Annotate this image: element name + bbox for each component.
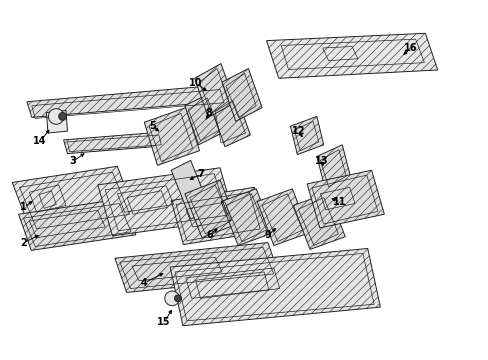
Polygon shape bbox=[115, 243, 279, 292]
Text: 7: 7 bbox=[197, 169, 203, 179]
Polygon shape bbox=[171, 161, 210, 219]
Text: 3: 3 bbox=[69, 156, 76, 166]
Text: 9: 9 bbox=[264, 230, 271, 240]
Polygon shape bbox=[184, 93, 224, 145]
Polygon shape bbox=[98, 168, 234, 236]
Text: 14: 14 bbox=[33, 136, 47, 146]
Polygon shape bbox=[257, 189, 308, 246]
Polygon shape bbox=[194, 64, 234, 117]
Polygon shape bbox=[12, 166, 137, 234]
Polygon shape bbox=[316, 145, 350, 191]
Circle shape bbox=[48, 109, 64, 124]
Polygon shape bbox=[144, 108, 199, 165]
Text: 15: 15 bbox=[157, 317, 170, 327]
Polygon shape bbox=[184, 180, 237, 238]
Text: 4: 4 bbox=[141, 278, 147, 288]
Circle shape bbox=[174, 295, 181, 302]
Text: 6: 6 bbox=[205, 230, 212, 240]
Text: 8: 8 bbox=[205, 108, 212, 117]
Polygon shape bbox=[293, 193, 345, 249]
Polygon shape bbox=[171, 187, 266, 244]
Polygon shape bbox=[266, 33, 437, 78]
Text: 5: 5 bbox=[149, 121, 156, 131]
Circle shape bbox=[59, 113, 66, 120]
Text: 16: 16 bbox=[403, 43, 417, 53]
Text: 12: 12 bbox=[291, 126, 305, 136]
Text: 11: 11 bbox=[332, 197, 346, 207]
Polygon shape bbox=[19, 199, 136, 251]
Polygon shape bbox=[170, 248, 380, 326]
Polygon shape bbox=[27, 85, 229, 117]
Circle shape bbox=[164, 291, 179, 306]
Polygon shape bbox=[211, 96, 250, 147]
Polygon shape bbox=[63, 132, 165, 154]
Text: 10: 10 bbox=[188, 78, 202, 88]
Text: 2: 2 bbox=[20, 238, 27, 248]
Polygon shape bbox=[306, 170, 384, 228]
Text: 13: 13 bbox=[314, 156, 328, 166]
Text: 1: 1 bbox=[20, 202, 27, 212]
Polygon shape bbox=[222, 68, 262, 121]
Polygon shape bbox=[290, 116, 323, 154]
Polygon shape bbox=[221, 189, 273, 246]
Polygon shape bbox=[46, 111, 67, 133]
